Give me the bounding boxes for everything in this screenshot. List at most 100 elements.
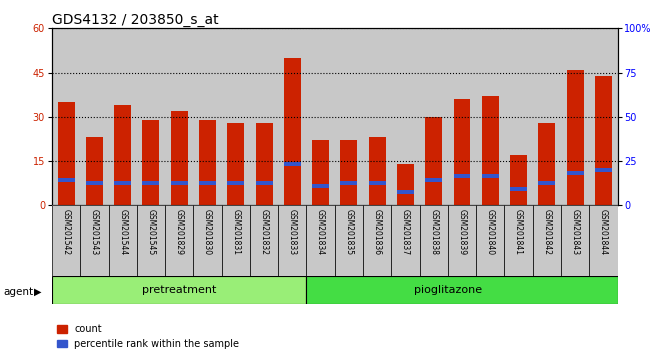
Text: agent: agent (3, 287, 33, 297)
Text: GSM201835: GSM201835 (344, 209, 354, 255)
Text: GSM201829: GSM201829 (175, 209, 184, 255)
Bar (391, 28, 420, 205)
Bar (425, 117, 442, 205)
Text: GSM201842: GSM201842 (542, 209, 551, 255)
Bar (199, 181, 216, 185)
Bar (454, 99, 471, 205)
Bar (52, 276, 307, 304)
Bar (482, 96, 499, 205)
Bar (114, 105, 131, 205)
Bar (420, 205, 448, 276)
Bar (222, 28, 250, 205)
Text: GSM201840: GSM201840 (486, 209, 495, 255)
Text: GSM201830: GSM201830 (203, 209, 212, 255)
Bar (476, 205, 504, 276)
Bar (533, 28, 561, 205)
Bar (420, 28, 448, 205)
Bar (250, 205, 278, 276)
Bar (538, 123, 555, 205)
Bar (250, 28, 278, 205)
Bar (595, 168, 612, 172)
Text: GSM201832: GSM201832 (259, 209, 268, 255)
Bar (307, 205, 335, 276)
Bar (567, 70, 584, 205)
Bar (397, 190, 414, 194)
Text: GSM201844: GSM201844 (599, 209, 608, 255)
Bar (227, 181, 244, 185)
Bar (312, 184, 329, 188)
Bar (86, 181, 103, 185)
Bar (482, 173, 499, 178)
Text: GSM201545: GSM201545 (146, 209, 155, 255)
Bar (222, 205, 250, 276)
Bar (307, 28, 335, 205)
Bar (454, 173, 471, 178)
Bar (227, 123, 244, 205)
Bar (425, 178, 442, 182)
Bar (504, 28, 533, 205)
Bar (136, 205, 165, 276)
Bar (341, 181, 358, 185)
Text: GSM201841: GSM201841 (514, 209, 523, 255)
Text: GSM201544: GSM201544 (118, 209, 127, 255)
Bar (369, 181, 385, 185)
Bar (284, 58, 301, 205)
Text: pretreatment: pretreatment (142, 285, 216, 295)
Bar (81, 28, 109, 205)
Bar (284, 162, 301, 166)
Bar (363, 28, 391, 205)
Bar (58, 178, 75, 182)
Bar (476, 28, 504, 205)
Bar (58, 102, 75, 205)
Bar (171, 181, 188, 185)
Bar (510, 155, 527, 205)
Bar (255, 123, 272, 205)
Bar (171, 111, 188, 205)
Text: GSM201839: GSM201839 (458, 209, 467, 255)
Text: GSM201838: GSM201838 (429, 209, 438, 255)
Bar (142, 181, 159, 185)
Bar (595, 75, 612, 205)
Bar (448, 205, 476, 276)
Bar (255, 181, 272, 185)
Bar (335, 205, 363, 276)
Bar (504, 205, 533, 276)
Text: GSM201843: GSM201843 (571, 209, 580, 255)
Bar (369, 137, 385, 205)
Bar (199, 120, 216, 205)
Bar (538, 181, 555, 185)
Bar (114, 181, 131, 185)
Bar (142, 120, 159, 205)
Legend: count, percentile rank within the sample: count, percentile rank within the sample (57, 324, 239, 349)
Bar (165, 28, 194, 205)
Bar (448, 28, 476, 205)
Bar (194, 205, 222, 276)
Bar (341, 141, 358, 205)
Bar (278, 28, 307, 205)
Bar (397, 164, 414, 205)
Bar (307, 276, 618, 304)
Text: GSM201543: GSM201543 (90, 209, 99, 255)
Bar (81, 205, 109, 276)
Bar (165, 205, 194, 276)
Bar (86, 137, 103, 205)
Text: GDS4132 / 203850_s_at: GDS4132 / 203850_s_at (52, 13, 218, 27)
Text: ▶: ▶ (34, 287, 42, 297)
Text: GSM201833: GSM201833 (288, 209, 297, 255)
Text: GSM201831: GSM201831 (231, 209, 240, 255)
Bar (136, 28, 165, 205)
Text: GSM201542: GSM201542 (62, 209, 71, 255)
Bar (590, 205, 618, 276)
Bar (533, 205, 561, 276)
Bar (194, 28, 222, 205)
Bar (52, 28, 81, 205)
Bar (278, 205, 307, 276)
Text: GSM201834: GSM201834 (316, 209, 325, 255)
Text: GSM201837: GSM201837 (401, 209, 410, 255)
Bar (590, 28, 618, 205)
Bar (561, 205, 590, 276)
Bar (567, 171, 584, 175)
Bar (335, 28, 363, 205)
Bar (391, 205, 420, 276)
Text: GSM201836: GSM201836 (372, 209, 382, 255)
